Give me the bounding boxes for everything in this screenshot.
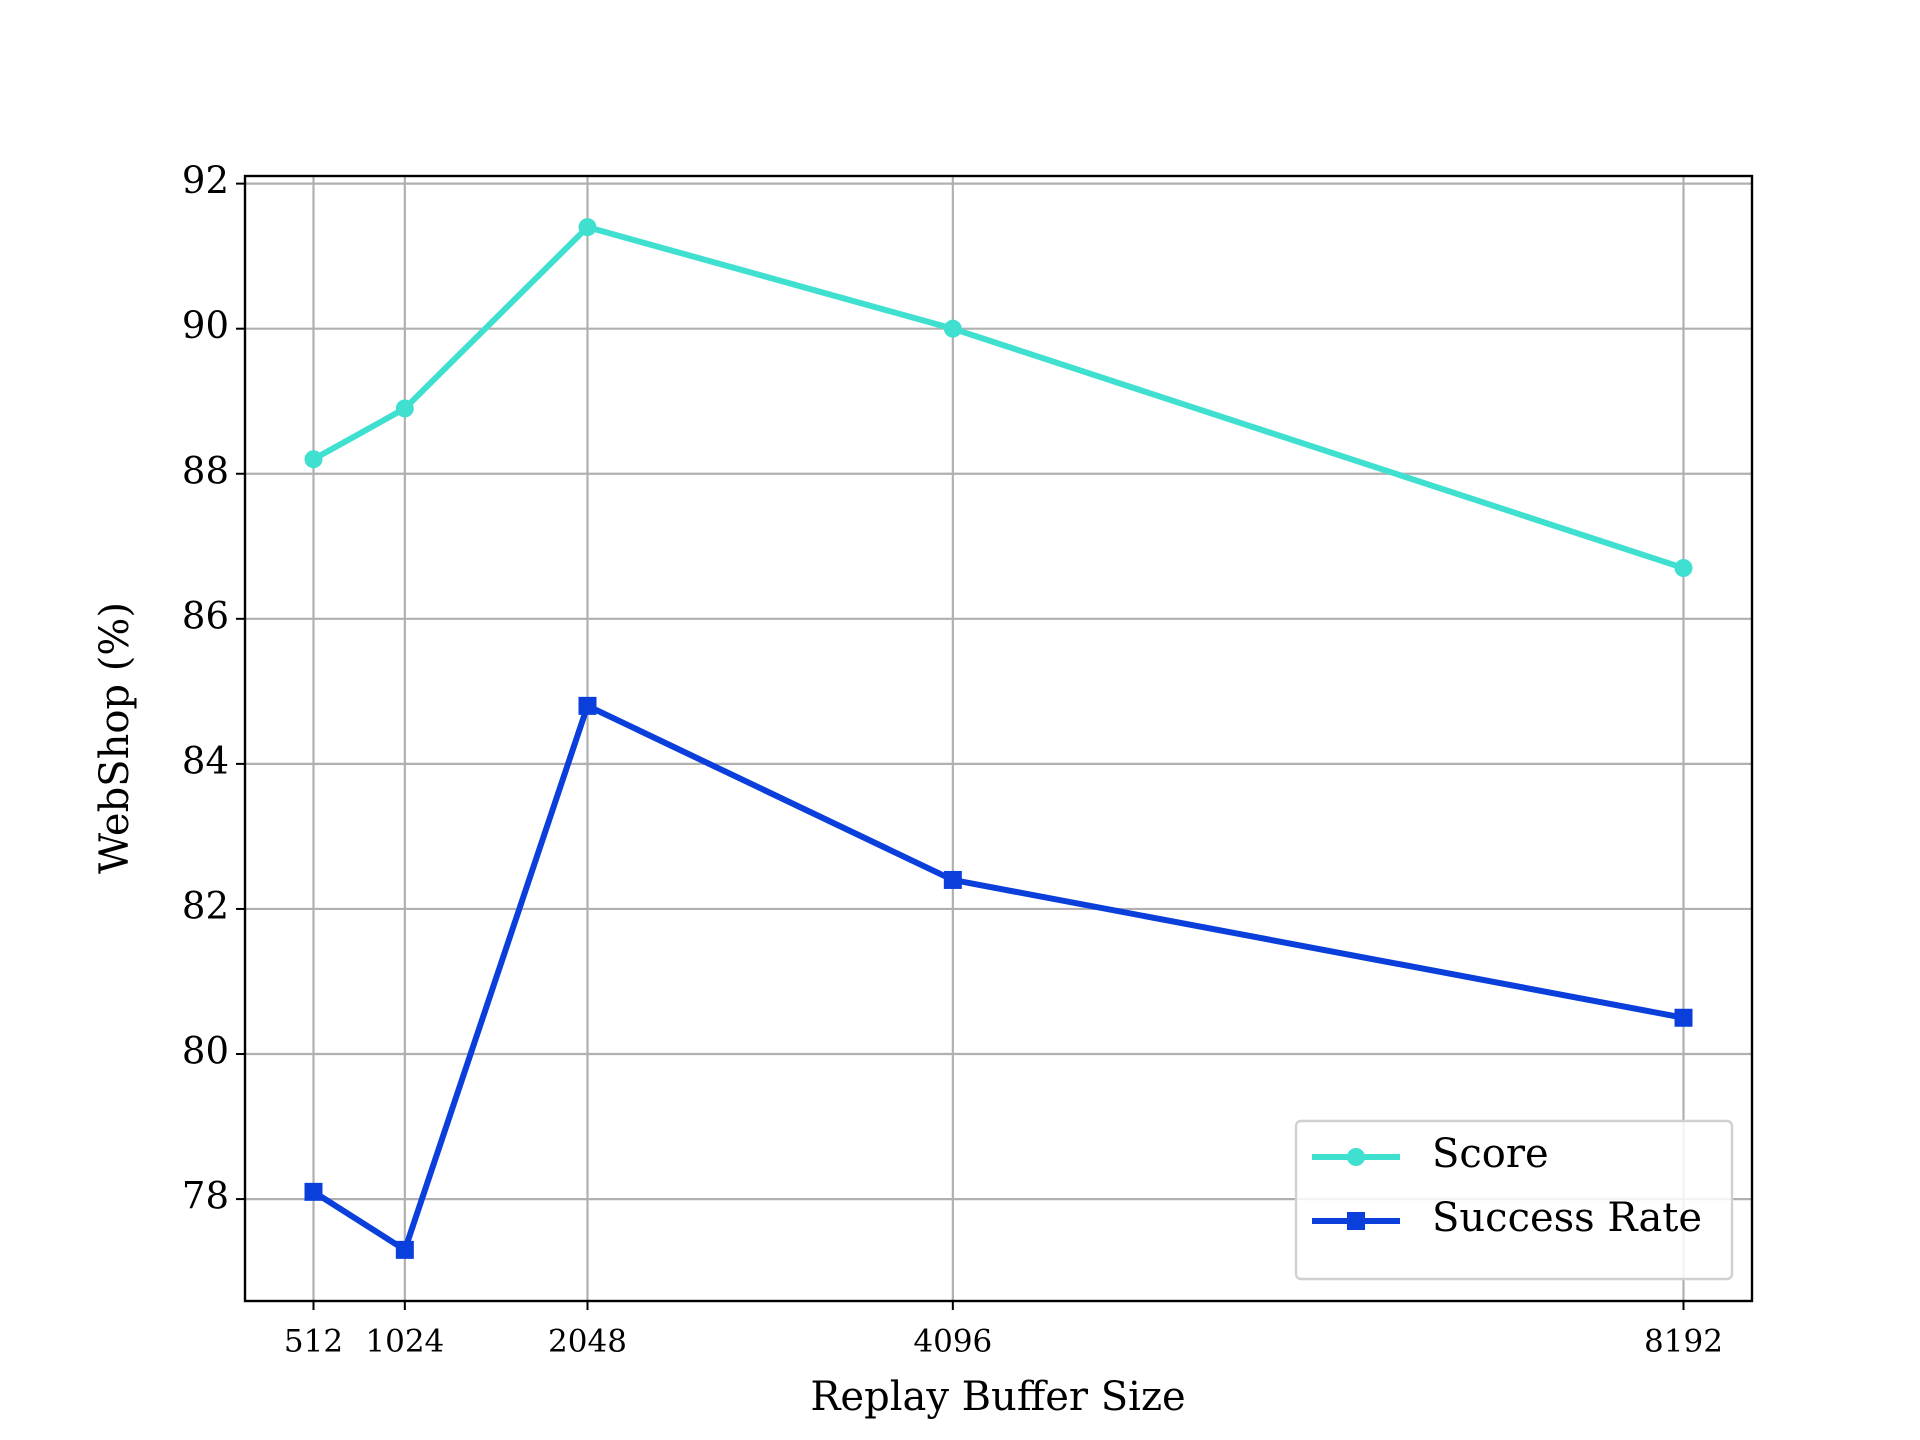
y-tick-label: 82	[182, 884, 229, 927]
marker	[1674, 559, 1693, 578]
x-tick-label: 1024	[365, 1324, 444, 1360]
y-tick-label: 80	[182, 1030, 229, 1073]
marker	[943, 319, 962, 338]
y-tick-label: 84	[182, 739, 229, 782]
x-axis-label: Replay Buffer Size	[810, 1374, 1185, 1420]
plot-frame	[243, 174, 1754, 1303]
y-tick-label: 90	[182, 304, 229, 347]
y-axis-label: WebShop (%)	[92, 602, 138, 874]
legend-label: Score	[1432, 1131, 1549, 1177]
marker	[1674, 1008, 1693, 1027]
x-tick-label: 8192	[1644, 1324, 1723, 1360]
marker	[395, 1240, 414, 1259]
marker	[1347, 1212, 1365, 1230]
y-tick-label: 78	[182, 1175, 229, 1218]
marker	[1347, 1148, 1365, 1166]
marker	[304, 1182, 323, 1201]
x-tick-label: 4096	[913, 1324, 992, 1360]
marker	[578, 696, 597, 715]
legend-label: Success Rate	[1432, 1195, 1702, 1241]
y-tick-label: 86	[182, 594, 229, 637]
y-tick-label: 88	[182, 449, 229, 492]
marker	[943, 870, 962, 889]
legend-box	[1294, 1119, 1734, 1281]
x-tick-label: 512	[284, 1324, 343, 1360]
marker	[578, 218, 597, 237]
marker	[304, 450, 323, 469]
x-tick-label: 2048	[548, 1324, 627, 1360]
marker	[395, 399, 414, 418]
legend: Score Success Rate	[1294, 1119, 1734, 1281]
y-tick-label: 92	[182, 159, 229, 202]
